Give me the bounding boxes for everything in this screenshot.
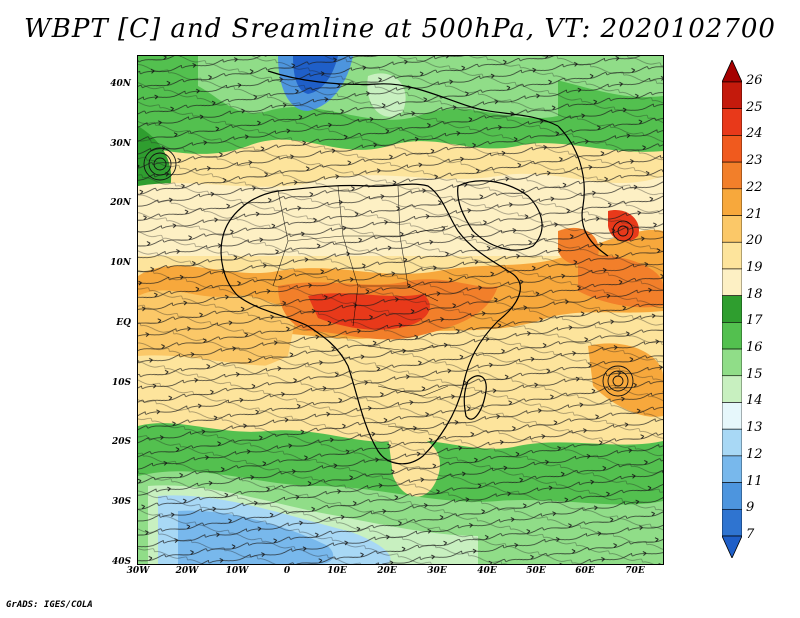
lon-label-0: 0 (283, 566, 291, 576)
colorbar-segment (722, 348, 742, 377)
lon-label-20w: 20W (175, 566, 199, 576)
country-borders (272, 185, 449, 432)
colorbar-label: 23 (746, 153, 763, 169)
lat-label-10s: 10S (111, 378, 131, 388)
colorbar-label: 15 (746, 366, 763, 382)
colorbar-label: 20 (746, 233, 763, 249)
colorbar-bottom-cap (722, 535, 742, 558)
colorbar-label: 26 (746, 73, 763, 88)
lon-label-50e: 50E (526, 566, 546, 576)
colorbar-label: 22 (746, 179, 763, 195)
colorbar-label: 11 (746, 473, 763, 489)
colorbar-label: 14 (746, 393, 763, 409)
colorbar-segment (722, 428, 742, 457)
colorbar-top-cap (722, 60, 742, 83)
lat-label-10n: 10N (110, 258, 131, 268)
colorbar-label: 7 (746, 527, 755, 542)
mediterranean-coastline (267, 70, 559, 127)
lat-label-eq: EQ (116, 318, 131, 328)
colorbar-segment (722, 375, 742, 403)
colorbar-segment (722, 322, 742, 350)
colorbar-segment (722, 482, 742, 510)
arabian-peninsula-coastline (457, 180, 543, 251)
colorbar-label: 25 (746, 99, 763, 115)
colorbar-segment (722, 108, 742, 136)
colorbar-segment (722, 188, 742, 216)
map-panel (137, 55, 664, 565)
colorbar-segment (722, 135, 742, 163)
colorbar-label: 13 (746, 420, 763, 436)
madagascar-coastline (463, 375, 487, 420)
colorbar-segment (722, 295, 742, 323)
credit-text: GrADS: IGES/COLA (6, 600, 93, 610)
colorbar-segment (722, 215, 742, 243)
colorbar-segment (722, 402, 742, 430)
lon-label-30e: 30E (427, 566, 447, 576)
lat-label-30n: 30N (110, 139, 131, 149)
colorbar-segment (722, 508, 742, 537)
lat-label-40n: 40N (110, 79, 131, 89)
lon-label-60e: 60E (575, 566, 595, 576)
wbpt-field-map (138, 56, 663, 564)
colorbar (722, 60, 742, 558)
colorbar-segment (722, 241, 742, 270)
coastlines (220, 70, 609, 465)
colorbar-label: 12 (746, 446, 763, 462)
colorbar-label: 16 (746, 340, 763, 356)
colorbar-label: 9 (746, 500, 755, 516)
lat-label-40s: 40S (111, 557, 131, 567)
eddy-madagascar (602, 365, 634, 397)
indian-subcontinent-coastline (557, 125, 609, 257)
chart-title: WBPT [C] and Sreamline at 500hPa, VT: 20… (24, 14, 776, 44)
colorbar-label: 19 (746, 259, 763, 275)
streamlines-layer-secondary (138, 56, 663, 564)
lon-label-10e: 10E (327, 566, 347, 576)
colorbar-segment (722, 161, 742, 190)
lat-label-20n: 20N (110, 198, 131, 208)
lat-label-20s: 20S (111, 437, 131, 447)
colorbar-segment (722, 268, 742, 296)
lon-label-20e: 20E (377, 566, 397, 576)
eddy-atlantic (143, 147, 177, 181)
lon-label-70e: 70E (625, 566, 645, 576)
eddy-arabian-sea (612, 220, 634, 242)
colorbar-label: 17 (746, 313, 763, 329)
colorbar-segments (722, 60, 742, 558)
lon-label-30w: 30W (126, 566, 150, 576)
colorbar-segment (722, 455, 742, 483)
colorbar-label: 18 (746, 286, 763, 302)
colorbar-label: 24 (746, 126, 763, 142)
colorbar-label: 21 (746, 206, 763, 222)
africa-coastline (220, 183, 521, 465)
lon-label-10w: 10W (225, 566, 249, 576)
lat-label-30s: 30S (111, 497, 131, 507)
lon-label-40e: 40E (477, 566, 497, 576)
colorbar-segment (722, 81, 742, 110)
